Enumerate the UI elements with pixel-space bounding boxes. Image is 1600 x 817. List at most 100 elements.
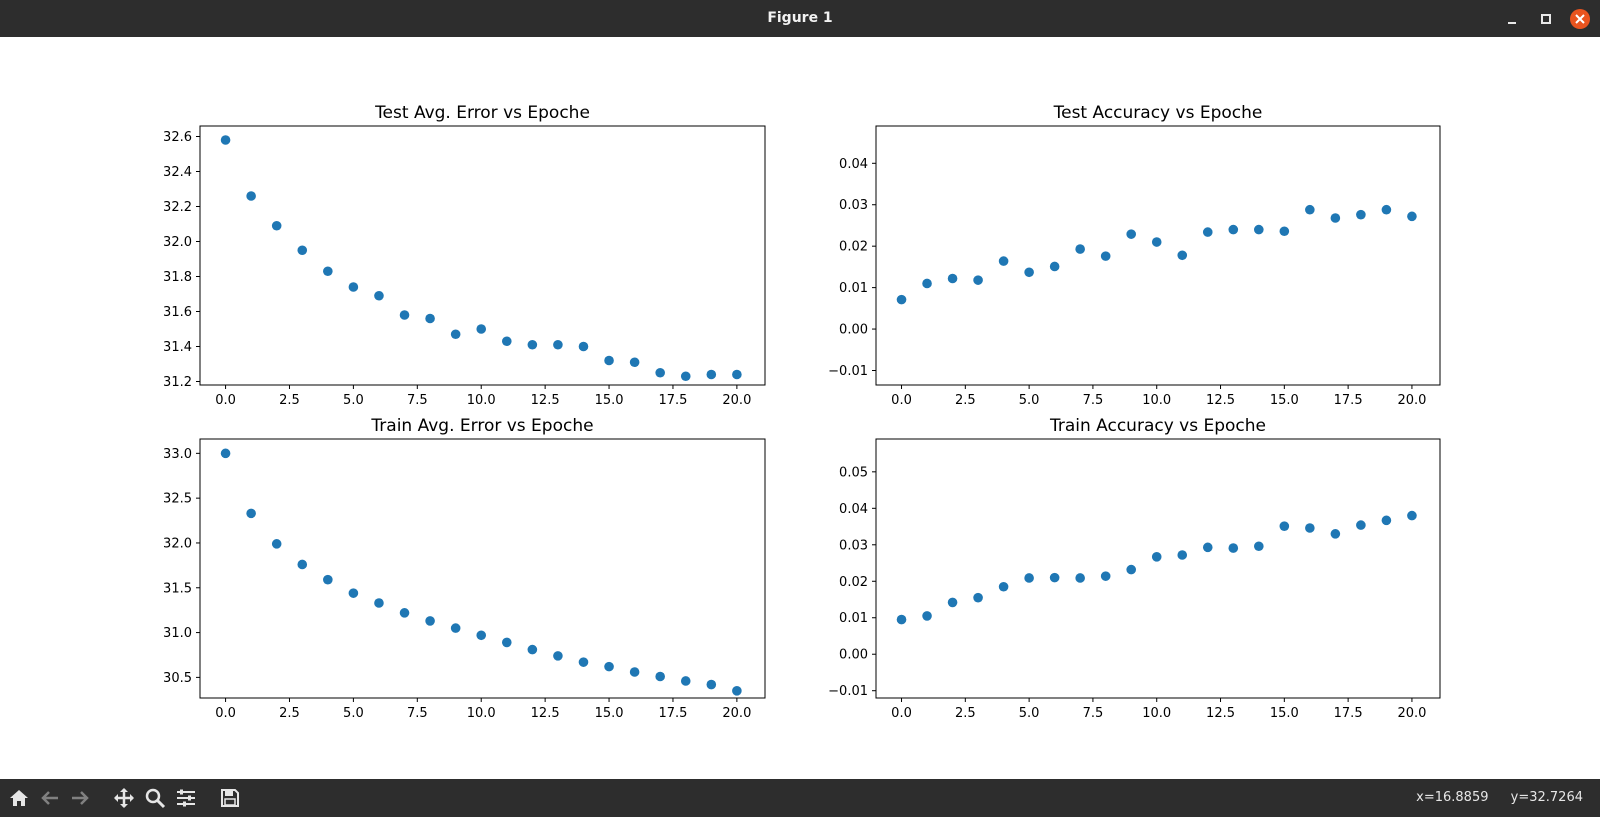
data-point (706, 679, 717, 690)
data-point (973, 592, 983, 603)
x-tick-label: 20.0 (1397, 706, 1426, 721)
data-point (896, 294, 907, 305)
pan-button[interactable] (110, 784, 138, 812)
data-point (501, 336, 512, 347)
window-title: Figure 1 (767, 10, 833, 26)
maximize-button[interactable] (1536, 9, 1556, 29)
data-point (246, 508, 256, 519)
y-tick-label: 31.4 (163, 340, 192, 355)
x-tick-label: 12.5 (1206, 706, 1235, 721)
back-arrow-icon (41, 791, 58, 805)
data-point (655, 367, 665, 378)
data-point (399, 310, 410, 320)
x-tick-label: 10.0 (467, 393, 496, 408)
y-tick-label: 31.5 (163, 581, 192, 596)
x-tick-label: 7.5 (1083, 393, 1104, 408)
navigation-toolbar: x=16.8859 y=32.7264 (0, 779, 1600, 817)
save-button[interactable] (216, 784, 244, 812)
y-tick-label: 31.8 (163, 270, 192, 285)
x-tick-label: 15.0 (595, 393, 624, 408)
data-point (297, 559, 308, 570)
data-point (1381, 204, 1392, 215)
x-tick-label: 7.5 (407, 393, 428, 408)
subplot-4: Train Accuracy vs Epoche 0.0 2.5 5.0 7.5 10.0… (828, 416, 1441, 721)
data-point (706, 369, 717, 380)
data-point (1381, 515, 1392, 526)
data-point (374, 290, 384, 301)
forward-button[interactable] (66, 784, 94, 812)
x-tick-label: 7.5 (1083, 706, 1104, 721)
x-tick-label: 12.5 (1206, 393, 1235, 408)
y-tick-label: 0.00 (839, 323, 868, 338)
data-point (680, 371, 691, 382)
minimize-button[interactable] (1502, 9, 1522, 29)
y-tick-label: 0.02 (839, 240, 868, 255)
y-tick-label: 32.0 (163, 536, 192, 551)
data-point (1024, 267, 1034, 278)
zoom-button[interactable] (141, 784, 169, 812)
data-point (604, 355, 614, 366)
coord-x: x=16.8859 (1416, 790, 1489, 805)
data-point (476, 630, 487, 641)
x-tick-label: 0.0 (891, 706, 912, 721)
data-point (1330, 213, 1341, 223)
data-point (1100, 571, 1111, 581)
minimize-icon (1508, 22, 1516, 24)
home-icon (10, 790, 28, 806)
data-point (1356, 209, 1366, 220)
data-point (947, 597, 958, 608)
y-tick-label: 31.6 (163, 305, 192, 320)
close-button[interactable] (1570, 9, 1590, 29)
data-point (1126, 564, 1137, 575)
data-point (450, 623, 461, 633)
data-point (501, 637, 512, 648)
data-point (604, 661, 614, 672)
data-point (998, 581, 1009, 592)
coord-y: y=32.7264 (1510, 790, 1583, 805)
x-tick-label: 5.0 (343, 706, 364, 721)
data-point (399, 608, 410, 618)
y-tick-label: 32.4 (163, 165, 192, 180)
y-tick-label: −0.01 (828, 364, 868, 379)
subplot-title: Train Avg. Error vs Epoche (370, 416, 593, 436)
data-point (323, 266, 333, 277)
x-tick-label: 17.5 (1334, 706, 1363, 721)
data-point (246, 191, 256, 201)
x-tick-label: 20.0 (722, 706, 751, 721)
data-point (680, 676, 691, 686)
data-point (1305, 523, 1315, 533)
data-point (629, 357, 640, 368)
data-point (1330, 529, 1341, 539)
data-point (297, 245, 308, 256)
data-point (425, 313, 435, 324)
x-tick-label: 2.5 (955, 393, 976, 408)
data-point (527, 339, 538, 350)
y-tick-label: 31.2 (163, 375, 192, 390)
back-button[interactable] (36, 784, 64, 812)
x-tick-label: 7.5 (407, 706, 428, 721)
window-titlebar: Figure 1 (0, 0, 1600, 37)
data-point (1202, 542, 1213, 553)
data-point (1075, 244, 1085, 254)
data-point (1024, 573, 1034, 583)
configure-subplots-button[interactable] (172, 784, 200, 812)
maximize-icon (1541, 14, 1551, 24)
data-point (553, 339, 563, 350)
forward-arrow-icon (72, 791, 89, 805)
data-point (922, 278, 932, 289)
home-button[interactable] (5, 784, 33, 812)
y-tick-label: 0.05 (839, 465, 868, 480)
data-point (374, 598, 384, 608)
data-point (271, 539, 282, 549)
x-tick-label: 20.0 (722, 393, 751, 408)
data-point (947, 273, 958, 284)
figure-canvas[interactable]: Test Avg. Error vs Epoche 0.0 2.5 5.0 7.5 10.… (0, 37, 1600, 779)
x-tick-label: 5.0 (1019, 393, 1040, 408)
y-tick-label: −0.01 (828, 684, 868, 699)
data-point (732, 369, 742, 380)
data-point (1049, 261, 1060, 272)
data-point (348, 588, 359, 598)
data-point (348, 282, 359, 292)
data-point (922, 611, 932, 621)
y-tick-label: 32.2 (163, 200, 192, 215)
